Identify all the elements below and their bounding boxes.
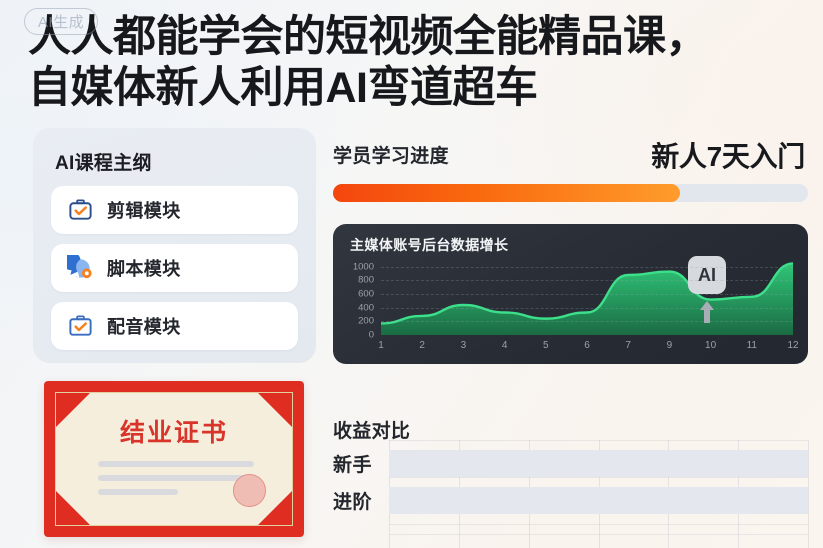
outline-item-voiceover[interactable]: 配音模块 xyxy=(51,302,298,350)
certificate-corner-icon xyxy=(56,491,90,525)
growth-chart-card: 主媒体账号后台数据增长 AI 1000 800 600 400 200 0 1 2 3 4 5 6 7 9… xyxy=(333,224,808,364)
income-row-novice: 新手 xyxy=(333,450,808,477)
income-gridline-vertical xyxy=(808,440,809,548)
chart-y-tick: 400 xyxy=(358,302,374,314)
chart-x-tick: 3 xyxy=(460,340,467,351)
growth-area-series xyxy=(381,260,793,335)
chart-gridline xyxy=(381,266,793,268)
certificate-inner: 结业证书 xyxy=(55,392,293,526)
income-row-label: 新手 xyxy=(333,455,373,476)
chart-gridline xyxy=(381,307,793,309)
chart-x-tick: 2 xyxy=(419,340,425,351)
chart-x-tick: 7 xyxy=(625,340,631,351)
certificate-seal-icon xyxy=(233,474,266,507)
income-comparison-title: 收益对比 xyxy=(333,421,411,442)
progress-bar-track xyxy=(333,184,808,202)
chart-x-tick: 9 xyxy=(666,340,673,351)
income-gridline-horizontal xyxy=(389,440,808,441)
course-outline-title: AI课程主纲 xyxy=(55,153,152,174)
outline-item-label: 配音模块 xyxy=(107,317,181,337)
chart-x-tick: 5 xyxy=(543,340,549,351)
briefcase-check-outline-icon xyxy=(67,313,94,340)
growth-chart-title: 主媒体账号后台数据增长 xyxy=(350,237,509,253)
income-bar-track xyxy=(389,450,808,477)
chart-x-tick: 11 xyxy=(746,340,757,351)
chart-x-tick: 12 xyxy=(787,340,799,351)
chart-x-tick: 1 xyxy=(378,340,384,351)
income-gridline-horizontal xyxy=(389,534,808,535)
ai-watermark-icon: AI生成 xyxy=(24,8,98,35)
chart-x-tick: 10 xyxy=(705,340,717,351)
chart-y-tick: 600 xyxy=(358,288,374,300)
chart-gridline xyxy=(381,321,793,323)
outline-item-label: 脚本模块 xyxy=(107,259,181,279)
certificate-placeholder-line xyxy=(98,461,254,467)
growth-chart-plot: AI 1000 800 600 400 200 0 1 2 3 4 5 6 7 9 10 11 12 xyxy=(353,256,799,351)
chart-y-tick: 800 xyxy=(358,274,374,286)
headline-line-1: 人人都能学会的短视频全能精品课， xyxy=(28,13,709,61)
outline-item-script[interactable]: 脚本模块 xyxy=(51,244,298,292)
chart-x-tick: 6 xyxy=(584,340,590,351)
progress-bar-fill xyxy=(333,184,680,202)
ai-badge: AI xyxy=(688,256,726,294)
chart-x-tick: 4 xyxy=(501,340,508,351)
certificate-placeholder-line xyxy=(98,489,178,495)
chart-gridline xyxy=(381,280,793,282)
course-outline-card: AI课程主纲 剪辑模块 脚本模块 xyxy=(33,128,316,363)
outline-item-editing[interactable]: 剪辑模块 xyxy=(51,186,298,234)
certificate-placeholder-line xyxy=(98,475,254,481)
income-gridline-horizontal xyxy=(389,524,808,525)
chart-gridline xyxy=(381,294,793,296)
chart-y-tick: 1000 xyxy=(352,261,374,273)
chart-y-tick: 200 xyxy=(358,315,374,327)
income-gridline-horizontal xyxy=(389,477,808,478)
chart-y-tick: 0 xyxy=(368,329,374,341)
ai-watermark-label: AI生成 xyxy=(37,14,85,31)
certificate-title: 结业证书 xyxy=(119,419,228,447)
certificate-card: 结业证书 xyxy=(44,381,304,537)
growth-arrow-icon xyxy=(700,301,714,323)
kicker-headline: 新人7天入门 xyxy=(651,141,805,172)
briefcase-check-icon xyxy=(67,197,94,224)
income-row-advanced: 进阶 xyxy=(333,487,808,514)
headline-line-2: 自媒体新人利用AI弯道超车 xyxy=(28,64,538,112)
income-bar-track xyxy=(389,487,808,514)
income-row-label: 进阶 xyxy=(333,492,373,513)
outline-item-label: 剪辑模块 xyxy=(107,201,181,221)
progress-label: 学员学习进度 xyxy=(333,146,449,167)
page-title: 人人都能学会的短视频全能精品课， 自媒体新人利用AI弯道超车 xyxy=(28,12,818,114)
chat-bubble-dot-icon xyxy=(62,251,94,282)
